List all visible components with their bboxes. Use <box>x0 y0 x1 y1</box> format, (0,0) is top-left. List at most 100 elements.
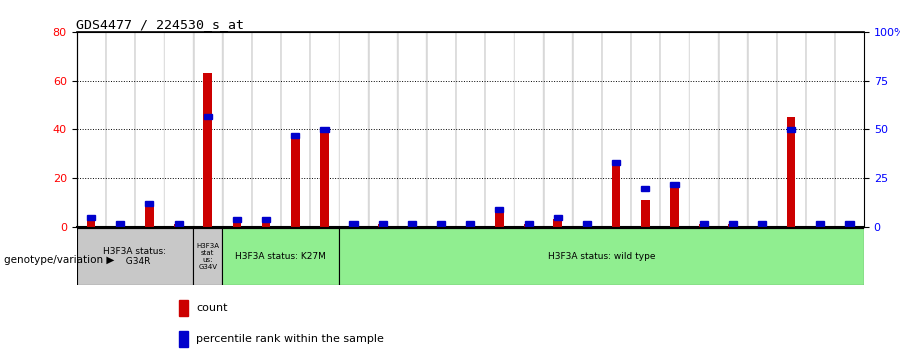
Bar <box>428 32 454 227</box>
Bar <box>466 224 474 227</box>
Bar <box>370 32 396 227</box>
Bar <box>194 228 222 285</box>
Bar <box>574 32 600 227</box>
Bar <box>311 32 338 227</box>
Bar <box>291 137 300 227</box>
Bar <box>749 32 775 227</box>
Bar <box>777 32 806 227</box>
Bar <box>222 228 339 285</box>
Bar <box>166 32 192 227</box>
Bar <box>495 207 503 212</box>
Bar <box>787 117 796 227</box>
Bar <box>399 32 425 227</box>
Bar <box>379 221 387 225</box>
Bar <box>427 32 455 227</box>
Bar <box>662 32 688 227</box>
Bar <box>720 32 746 227</box>
Bar <box>232 219 241 227</box>
Bar <box>466 221 474 225</box>
Text: H3F3A status: K27M: H3F3A status: K27M <box>235 252 326 261</box>
Bar <box>262 217 271 227</box>
Text: count: count <box>196 303 228 313</box>
Bar <box>107 32 133 227</box>
Bar <box>436 224 446 227</box>
Bar <box>145 205 154 227</box>
Bar <box>310 32 339 227</box>
Bar <box>179 331 188 347</box>
Bar <box>320 132 328 227</box>
Bar <box>845 221 853 225</box>
Bar <box>136 32 163 227</box>
Bar <box>262 217 270 222</box>
Text: H3F3A status:
  G34R: H3F3A status: G34R <box>104 247 166 266</box>
Bar <box>320 127 328 132</box>
Bar <box>164 32 194 227</box>
Text: percentile rank within the sample: percentile rank within the sample <box>196 333 384 343</box>
Bar <box>455 32 485 227</box>
Bar <box>339 228 864 285</box>
Bar <box>408 224 417 227</box>
Bar <box>339 32 368 227</box>
Bar <box>807 32 833 227</box>
Bar <box>253 32 279 227</box>
Bar <box>378 224 387 227</box>
Bar <box>222 32 251 227</box>
Text: H3F3A status: wild type: H3F3A status: wild type <box>548 252 655 261</box>
Bar <box>340 32 366 227</box>
Bar <box>485 32 514 227</box>
Bar <box>816 221 824 225</box>
Bar <box>349 221 357 225</box>
Bar <box>583 221 591 225</box>
Bar <box>145 201 154 206</box>
Bar <box>631 32 660 227</box>
Bar <box>524 224 533 227</box>
Bar <box>582 224 591 227</box>
Bar <box>194 32 220 227</box>
Bar <box>281 32 310 227</box>
Bar <box>349 224 358 227</box>
Bar <box>699 224 708 227</box>
Bar <box>525 221 533 225</box>
Bar <box>86 217 95 227</box>
Bar <box>87 215 95 220</box>
Bar <box>135 32 164 227</box>
Bar <box>194 32 222 227</box>
Bar <box>806 32 835 227</box>
Bar <box>179 300 188 316</box>
Bar <box>78 32 104 227</box>
Bar <box>816 224 824 227</box>
Bar <box>554 219 562 227</box>
Bar <box>670 188 679 227</box>
Bar <box>282 32 309 227</box>
Bar <box>835 32 864 227</box>
Bar <box>408 221 416 225</box>
Bar <box>175 221 183 225</box>
Text: H3F3A
stat
us:
G34V: H3F3A stat us: G34V <box>196 243 220 270</box>
Bar <box>612 166 620 227</box>
Bar <box>224 32 250 227</box>
Bar <box>778 32 805 227</box>
Bar <box>486 32 512 227</box>
Bar <box>728 224 737 227</box>
Bar <box>105 32 135 227</box>
Bar <box>397 32 427 227</box>
Bar <box>544 32 572 227</box>
Bar <box>251 32 281 227</box>
Bar <box>514 32 544 227</box>
Bar <box>632 32 659 227</box>
Bar <box>836 32 862 227</box>
Bar <box>787 127 796 132</box>
Bar <box>601 32 631 227</box>
Bar <box>76 228 194 285</box>
Bar <box>689 32 718 227</box>
Bar <box>76 32 105 227</box>
Bar <box>175 224 183 227</box>
Bar <box>747 32 777 227</box>
Bar <box>116 221 124 225</box>
Bar <box>729 221 737 225</box>
Bar <box>457 32 483 227</box>
Bar <box>690 32 716 227</box>
Bar <box>641 200 650 227</box>
Bar <box>292 133 300 138</box>
Bar <box>572 32 601 227</box>
